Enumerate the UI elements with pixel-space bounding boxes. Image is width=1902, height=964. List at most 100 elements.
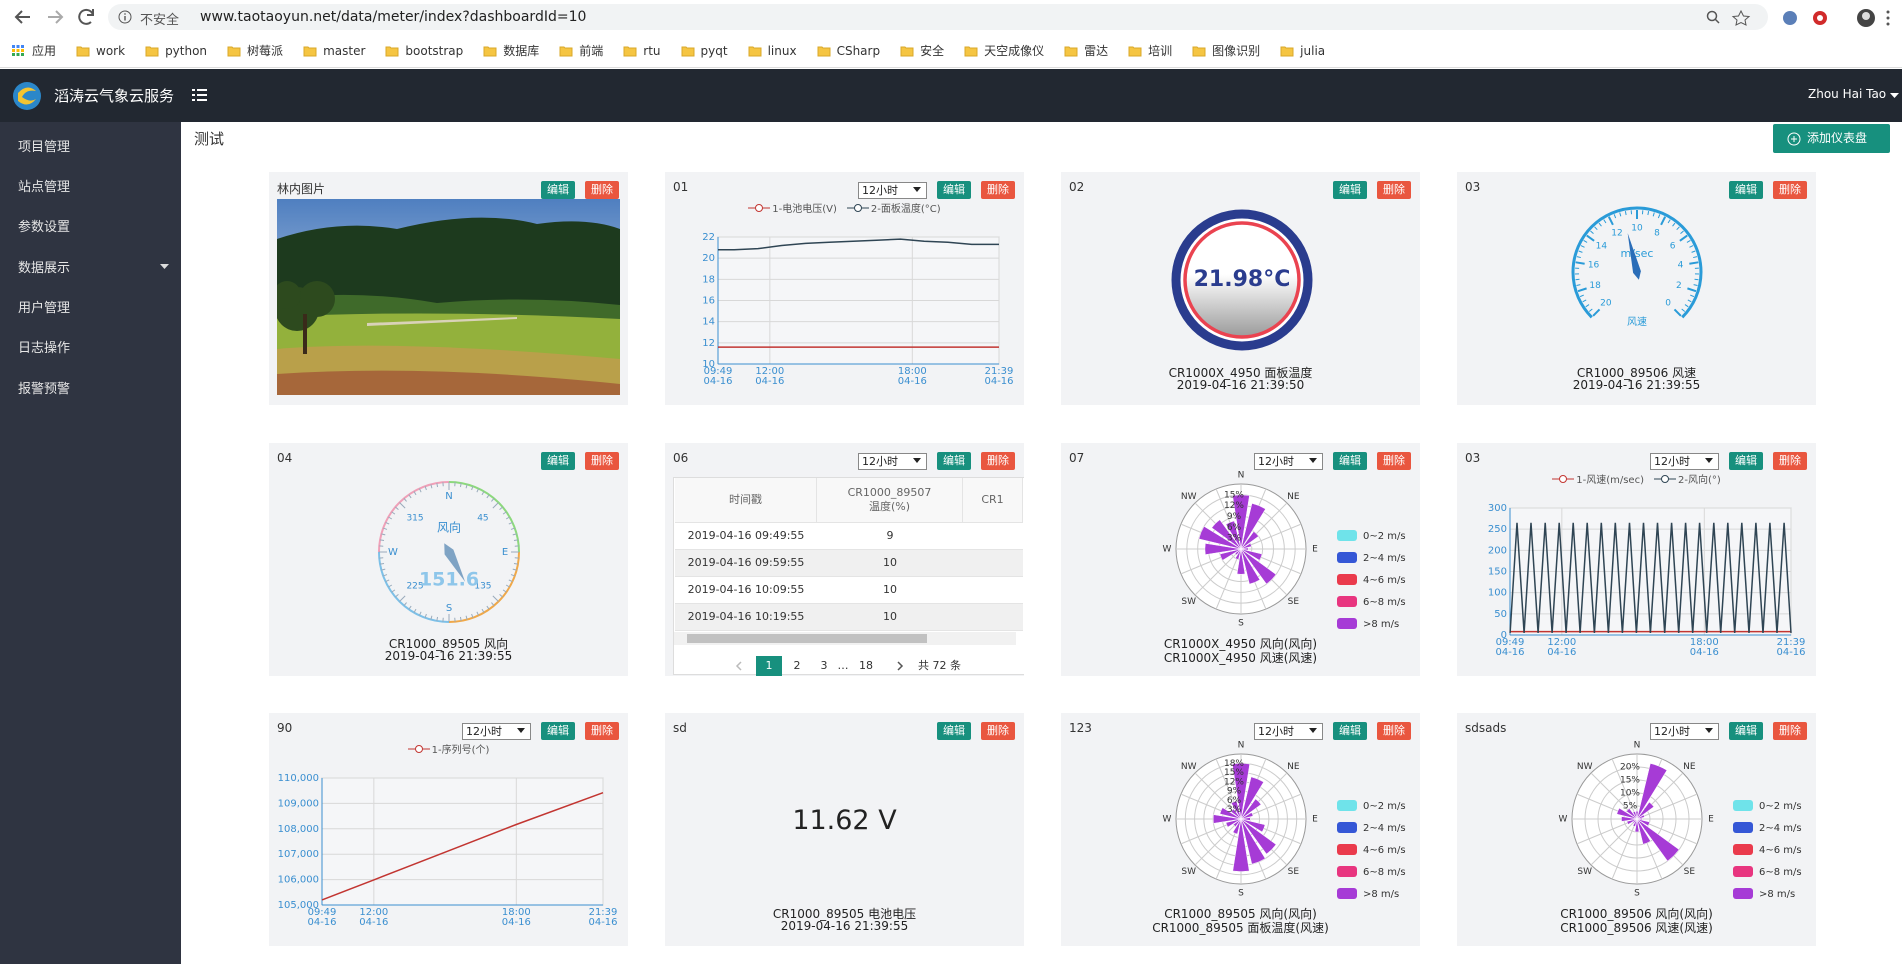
bookmark[interactable]: 前端 xyxy=(559,42,603,59)
bookmark[interactable]: rtu xyxy=(623,44,661,58)
edit-button[interactable]: 编辑 xyxy=(1333,452,1367,470)
bookmark[interactable]: 天空成像仪 xyxy=(964,42,1044,59)
sidebar-item[interactable]: 报警预警 xyxy=(18,382,71,397)
legend-label[interactable]: 4~6 m/s xyxy=(1759,845,1802,856)
bookmark[interactable]: 数据库 xyxy=(483,42,539,59)
legend-item[interactable]: 1-序列号(个) xyxy=(407,741,489,756)
legend-label[interactable]: >8 m/s xyxy=(1759,889,1795,900)
page-button[interactable]: 1 xyxy=(756,656,782,676)
sidebar-item[interactable]: 项目管理 xyxy=(18,140,71,155)
bookmark[interactable]: work xyxy=(76,44,125,58)
time-range-select[interactable]: 12小时 xyxy=(1254,453,1323,470)
sidebar-item[interactable]: 用户管理 xyxy=(18,301,71,316)
legend-label[interactable]: 6~8 m/s xyxy=(1759,867,1802,878)
table-header[interactable]: CR1 xyxy=(963,478,1023,523)
legend-label[interactable]: 6~8 m/s xyxy=(1363,597,1406,608)
legend-dot xyxy=(853,203,862,212)
bookmark[interactable]: julia xyxy=(1280,44,1325,58)
sidebar-item[interactable]: 站点管理 xyxy=(18,180,71,195)
legend-label[interactable]: 0~2 m/s xyxy=(1363,531,1406,542)
rose-wedge xyxy=(1204,543,1242,555)
bookmark[interactable]: pyqt xyxy=(681,44,728,58)
sidebar-item[interactable]: 数据展示 xyxy=(18,261,71,276)
menu-toggle[interactable] xyxy=(192,88,208,102)
delete-button[interactable]: 删除 xyxy=(981,452,1015,470)
legend-label[interactable]: 2~4 m/s xyxy=(1363,553,1406,564)
time-range-select[interactable]: 12小时 xyxy=(1650,453,1719,470)
time-range-select[interactable]: 12小时 xyxy=(462,723,531,740)
page-button[interactable]: 18 xyxy=(859,659,873,672)
bookmark[interactable]: 图像识别 xyxy=(1192,42,1260,59)
legend-item[interactable]: 2-面板温度(°C) xyxy=(846,200,941,215)
delete-button[interactable]: 删除 xyxy=(1773,722,1807,740)
edit-button[interactable]: 编辑 xyxy=(541,181,575,199)
sidebar-item[interactable]: 参数设置 xyxy=(18,220,71,235)
chart-svg: 5% 10% 15% 20% N NE E SE S SW W NW 0~2 m/s 2~4 m/s 4~6… xyxy=(1559,741,1802,901)
table-header[interactable]: 时间戳 xyxy=(675,478,817,523)
y-tick-label: 250 xyxy=(1488,524,1507,535)
legend-item[interactable]: 1-电池电压(V) xyxy=(748,200,837,215)
add-dashboard-button[interactable]: 添加仪表盘 xyxy=(1773,124,1890,153)
bookmark[interactable]: CSharp xyxy=(817,44,880,58)
legend-item[interactable]: 2-风向(°) xyxy=(1653,471,1721,486)
time-range-select[interactable]: 12小时 xyxy=(858,182,927,199)
delete-button[interactable]: 删除 xyxy=(981,181,1015,199)
edit-button[interactable]: 编辑 xyxy=(937,181,971,199)
user-menu[interactable]: Zhou Hai Tao xyxy=(1808,87,1887,101)
delete-button[interactable]: 删除 xyxy=(1377,452,1411,470)
legend-label[interactable]: 0~2 m/s xyxy=(1759,801,1802,812)
prev-page[interactable] xyxy=(735,661,742,671)
time-range-select[interactable]: 12小时 xyxy=(858,453,927,470)
delete-button[interactable]: 删除 xyxy=(1773,452,1807,470)
legend-label[interactable]: 6~8 m/s xyxy=(1363,867,1406,878)
edit-button[interactable]: 编辑 xyxy=(1333,181,1367,199)
edit-button[interactable]: 编辑 xyxy=(1333,722,1367,740)
legend-label[interactable]: 2~4 m/s xyxy=(1363,823,1406,834)
legend-label[interactable]: 0~2 m/s xyxy=(1363,801,1406,812)
time-range-select[interactable]: 12小时 xyxy=(1650,723,1719,740)
page-button[interactable]: 3 xyxy=(820,659,828,672)
bookmark[interactable]: linux xyxy=(748,44,797,58)
legend-label[interactable]: >8 m/s xyxy=(1363,889,1399,900)
bookmark[interactable]: 培训 xyxy=(1128,42,1172,59)
delete-button[interactable]: 删除 xyxy=(1773,181,1807,199)
compass-tick xyxy=(430,484,433,489)
edit-button[interactable]: 编辑 xyxy=(1729,452,1763,470)
legend-label[interactable]: >8 m/s xyxy=(1363,619,1399,630)
legend-item[interactable]: 1-风速(m/sec) xyxy=(1552,471,1644,486)
sidebar-item[interactable]: 日志操作 xyxy=(18,341,71,356)
minor-tick xyxy=(1681,308,1686,312)
edit-button[interactable]: 编辑 xyxy=(1729,722,1763,740)
radial-label: 18% xyxy=(1224,759,1244,769)
legend-label[interactable]: 2~4 m/s xyxy=(1759,823,1802,834)
delete-button[interactable]: 删除 xyxy=(585,722,619,740)
bookmark[interactable]: 雷达 xyxy=(1064,42,1108,59)
bookmark[interactable]: 应用 xyxy=(12,42,56,59)
delete-button[interactable]: 删除 xyxy=(981,722,1015,740)
edit-button[interactable]: 编辑 xyxy=(541,722,575,740)
nav-buttons[interactable] xyxy=(0,0,100,34)
bookmark[interactable]: bootstrap xyxy=(385,44,463,58)
page-button[interactable]: 2 xyxy=(793,659,801,672)
delete-button[interactable]: 删除 xyxy=(1377,722,1411,740)
delete-button[interactable]: 删除 xyxy=(585,181,619,199)
delete-button[interactable]: 删除 xyxy=(585,452,619,470)
extension-icons[interactable] xyxy=(1780,6,1900,30)
bookmark[interactable]: 树莓派 xyxy=(227,42,283,59)
edit-button[interactable]: 编辑 xyxy=(937,722,971,740)
edit-button[interactable]: 编辑 xyxy=(1729,181,1763,199)
legend-label[interactable]: 4~6 m/s xyxy=(1363,845,1406,856)
bookmark[interactable]: master xyxy=(303,44,365,58)
edit-button[interactable]: 编辑 xyxy=(937,452,971,470)
bookmark[interactable]: python xyxy=(145,44,207,58)
address-bar[interactable]: 不安全 www.taotaoyun.net/data/meter/index?d… xyxy=(108,4,1768,30)
legend-label[interactable]: 4~6 m/s xyxy=(1363,575,1406,586)
bookmark[interactable]: 安全 xyxy=(900,42,944,59)
delete-button[interactable]: 删除 xyxy=(1377,181,1411,199)
edit-button[interactable]: 编辑 xyxy=(541,452,575,470)
next-page[interactable] xyxy=(897,661,904,671)
time-range-select[interactable]: 12小时 xyxy=(1254,723,1323,740)
scroll-thumb[interactable] xyxy=(687,634,927,643)
table-header[interactable]: CR1000_89507 温度(%) xyxy=(817,478,963,523)
page-button[interactable]: … xyxy=(837,659,849,672)
